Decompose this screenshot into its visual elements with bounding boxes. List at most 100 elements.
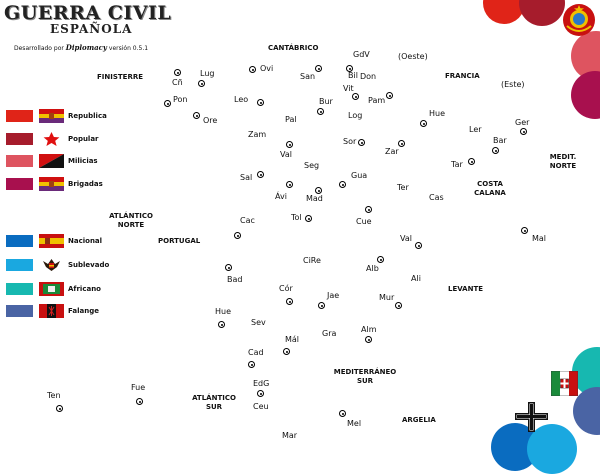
- region-zar[interactable]: Zar: [385, 147, 399, 156]
- supply-center-marker: [257, 171, 264, 178]
- region-tol[interactable]: Tol: [291, 213, 302, 222]
- sea-label-este: (Este): [501, 80, 525, 89]
- supply-center-marker: [283, 348, 290, 355]
- sea-label-mediterraneo-sur: MEDITERRÁNEO SUR: [333, 368, 397, 385]
- version-label: versión 0.5.1: [108, 45, 149, 52]
- region-gua[interactable]: Gua: [351, 171, 368, 180]
- region-ali[interactable]: Ali: [411, 274, 421, 283]
- supply-center-marker: [520, 128, 527, 135]
- region-mur[interactable]: Mur: [379, 293, 395, 302]
- power-marker-brigadas[interactable]: [571, 71, 600, 119]
- region-pal[interactable]: Pal: [285, 115, 297, 124]
- region-cue[interactable]: Cue: [356, 217, 372, 226]
- supply-center-marker: [317, 108, 324, 115]
- region-fue[interactable]: Fue: [131, 383, 146, 392]
- region-jae[interactable]: Jae: [327, 291, 340, 300]
- region-hue[interactable]: Hue: [429, 109, 446, 118]
- region-bil[interactable]: Bil: [348, 71, 358, 80]
- power-marker-popular[interactable]: [519, 0, 565, 26]
- legend-label: Popular: [68, 135, 99, 143]
- region-pon[interactable]: Pon: [173, 95, 188, 104]
- legend-swatch: [6, 133, 33, 145]
- region-leo[interactable]: Leo: [234, 95, 249, 104]
- supply-center-marker: [193, 112, 200, 119]
- region-ler[interactable]: Ler: [469, 125, 482, 134]
- region-bad[interactable]: Bad: [227, 275, 243, 284]
- region-cas[interactable]: Cas: [429, 193, 444, 202]
- sea-label-costa-calana: COSTA CALANA: [474, 180, 506, 197]
- region-pam[interactable]: Pam: [368, 96, 386, 105]
- region-mel[interactable]: Mel: [347, 419, 362, 428]
- region-don[interactable]: Don: [360, 72, 377, 81]
- region-sor[interactable]: Sor: [343, 137, 357, 146]
- supply-center-marker: [398, 140, 405, 147]
- region-log[interactable]: Log: [348, 111, 363, 120]
- legend-swatch: [6, 178, 33, 190]
- region-hue-huelva[interactable]: Hue: [215, 307, 232, 316]
- sea-label-medit-norte: MEDIT. NORTE: [549, 153, 577, 170]
- region-edg[interactable]: EdG: [253, 379, 270, 388]
- anarchist-flag-icon: [39, 154, 64, 168]
- region-lug[interactable]: Lug: [200, 69, 215, 78]
- region-san[interactable]: San: [300, 72, 316, 81]
- legend-label: Falange: [68, 307, 99, 315]
- region-gra[interactable]: Gra: [322, 329, 337, 338]
- legend-swatch: [6, 259, 33, 271]
- sea-label-atlantico-norte: ATLÁNTICO NORTE: [109, 212, 153, 229]
- region-sal[interactable]: Sal: [240, 173, 253, 182]
- region-val-valencia[interactable]: Val: [400, 234, 412, 243]
- legend-label: Brigadas: [68, 180, 103, 188]
- region-alb[interactable]: Alb: [366, 264, 379, 273]
- region-mal-malaga[interactable]: Mál: [285, 335, 300, 344]
- credit-prefix: Desarrollado por: [14, 45, 64, 52]
- region-bar[interactable]: Bar: [493, 136, 507, 145]
- legend-swatch: [6, 235, 33, 247]
- legend-swatch: [6, 305, 33, 317]
- supply-center-marker: [56, 405, 63, 412]
- region-zam[interactable]: Zam: [248, 130, 267, 139]
- supply-center-marker: [249, 66, 256, 73]
- region-bur[interactable]: Bur: [319, 97, 333, 106]
- region-mad[interactable]: Mad: [306, 194, 323, 203]
- legend-swatch: [6, 283, 33, 295]
- region-avi[interactable]: Ávi: [275, 192, 287, 201]
- sea-label-cantabrico: CANTÁBRICO: [268, 44, 319, 52]
- sea-label-oeste: (Oeste): [398, 52, 428, 61]
- supply-center-marker: [339, 410, 346, 417]
- region-mar[interactable]: Mar: [282, 431, 298, 440]
- region-cad[interactable]: Cad: [248, 348, 264, 357]
- legend-label: Sublevado: [68, 261, 110, 269]
- region-seg[interactable]: Seg: [304, 161, 320, 170]
- region-ceu[interactable]: Ceu: [253, 402, 269, 411]
- region-ger[interactable]: Ger: [515, 118, 530, 127]
- region-cn[interactable]: Cñ: [172, 78, 183, 87]
- supply-center-marker: [164, 100, 171, 107]
- region-ore[interactable]: Ore: [203, 116, 218, 125]
- region-tar[interactable]: Tar: [451, 160, 463, 169]
- legend-label: Africano: [68, 285, 101, 293]
- region-cire[interactable]: CiRe: [303, 256, 321, 265]
- supply-center-marker: [358, 139, 365, 146]
- supply-center-marker: [365, 206, 372, 213]
- region-vit[interactable]: Vit: [343, 84, 354, 93]
- red-star-icon: [43, 132, 60, 146]
- region-val-valladolid[interactable]: Val: [280, 150, 292, 159]
- supply-center-marker: [346, 65, 353, 72]
- legend-label: Republica: [68, 112, 107, 120]
- region-ovi[interactable]: Ovi: [260, 64, 274, 73]
- region-sev[interactable]: Sev: [251, 318, 266, 327]
- legend-swatch: [6, 155, 33, 167]
- supply-center-marker: [257, 390, 264, 397]
- region-gdv[interactable]: GdV: [353, 50, 370, 59]
- region-ter[interactable]: Ter: [397, 183, 409, 192]
- moroccan-flag-icon: [39, 282, 64, 296]
- region-cac[interactable]: Cac: [240, 216, 255, 225]
- region-mal-mallorca[interactable]: Mal: [532, 234, 547, 243]
- supply-center-marker: [136, 398, 143, 405]
- region-alm[interactable]: Alm: [361, 325, 377, 334]
- region-cor[interactable]: Cór: [279, 284, 293, 293]
- region-ten[interactable]: Ten: [47, 391, 61, 400]
- supply-center-marker: [339, 181, 346, 188]
- legend-swatch: [6, 110, 33, 122]
- diplomacy-logo: Diplomacy: [65, 43, 107, 52]
